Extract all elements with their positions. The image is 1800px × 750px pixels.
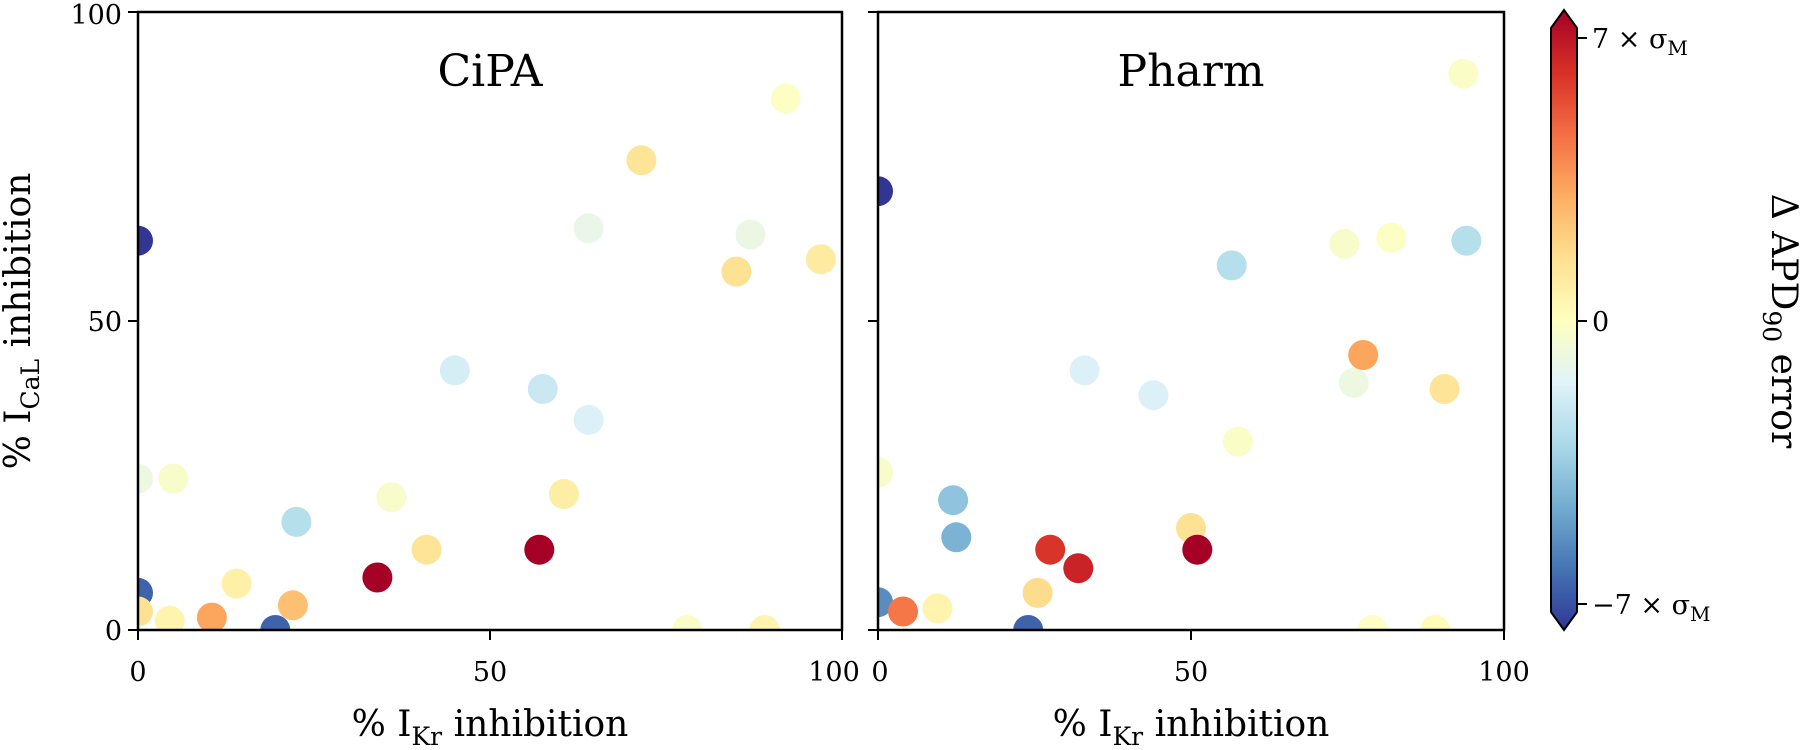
colorbar-tick-label-min: −7 × σM: [1592, 590, 1711, 626]
scatter-point: [1069, 355, 1100, 386]
scatter-point: [721, 256, 752, 287]
scatter-point: [439, 355, 470, 386]
scatter-point: [626, 145, 657, 176]
scatter-point: [1013, 615, 1044, 630]
scatter-point: [362, 562, 393, 593]
scatter-point: [1376, 222, 1407, 253]
scatter-point: [941, 522, 972, 553]
scatter-point: [735, 219, 766, 250]
scatter-points-cipa: [138, 83, 836, 630]
panel-pharm: Pharm 0 50 100 % IKr inhibition: [868, 10, 1530, 750]
scatter-point: [1182, 534, 1213, 565]
scatter-point: [221, 568, 252, 599]
scatter-point: [376, 482, 407, 513]
scatter-point: [411, 534, 442, 565]
xtick-label-100-cipa: 100: [808, 657, 860, 688]
colorbar-label: Δ APD90 error: [1757, 194, 1800, 449]
panel-title-cipa: CiPA: [437, 46, 543, 97]
scatter-point: [196, 602, 227, 630]
scatter-point: [1338, 367, 1369, 398]
scatter-point: [573, 213, 604, 244]
xtick-label-50-pharm: 50: [1174, 657, 1208, 688]
scatter-point: [1448, 58, 1479, 89]
scatter-point: [573, 404, 604, 435]
panel-title-pharm: Pharm: [1118, 46, 1265, 97]
x-axis-label-pharm: % IKr inhibition: [1053, 704, 1330, 750]
scatter-point: [878, 457, 893, 488]
scatter-point: [938, 485, 969, 516]
xtick-label-50-cipa: 50: [473, 657, 507, 688]
scatter-point: [878, 176, 893, 207]
scatter-point: [260, 615, 291, 630]
scatter-point: [138, 596, 153, 627]
scatter-point: [1022, 577, 1053, 608]
ytick-label-50: 50: [88, 307, 122, 338]
scatter-point: [527, 374, 558, 404]
xtick-label-100-pharm: 100: [1478, 657, 1530, 688]
scatter-point: [1223, 426, 1253, 457]
scatter-point: [1420, 615, 1451, 630]
ytick-label-100: 100: [70, 0, 122, 31]
plot-frame-cipa: [136, 10, 844, 632]
colorbar-gradient: [1550, 8, 1578, 632]
scatter-point: [888, 596, 918, 627]
scatter-point: [281, 506, 312, 537]
xtick-label-0-pharm: 0: [871, 657, 888, 688]
colorbar-tick-label-max: 7 × σM: [1592, 24, 1688, 60]
scatter-point: [154, 605, 185, 630]
scatter-point: [672, 615, 703, 630]
scatter-point: [805, 244, 836, 275]
scatter-point: [1348, 340, 1379, 370]
scatter-point: [277, 590, 308, 621]
scatter-point: [138, 225, 153, 256]
xtick-label-0-cipa: 0: [129, 657, 146, 688]
scatter-point: [158, 463, 189, 494]
scatter-point: [524, 534, 555, 565]
scatter-point: [1451, 225, 1482, 256]
scatter-point: [1035, 534, 1066, 565]
y-axis-label: % ICaL inhibition: [0, 173, 45, 470]
scatter-point: [1429, 374, 1460, 404]
colorbar-tick-label-zero: 0: [1592, 307, 1609, 338]
ytick-label-0: 0: [105, 616, 122, 647]
panel-cipa: CiPA 0 50 100 0 50 100 % IKr inhibition …: [0, 0, 860, 750]
scatter-point: [770, 83, 801, 114]
x-axis-label-cipa: % IKr inhibition: [352, 704, 629, 750]
scatter-point: [1357, 615, 1388, 630]
scatter-point: [1329, 228, 1360, 259]
scatter-point: [1063, 553, 1094, 584]
scatter-point: [138, 463, 153, 494]
scatter-points-pharm: [878, 58, 1482, 630]
scatter-point: [1138, 380, 1169, 411]
scatter-point: [1216, 250, 1247, 281]
colorbar: 7 × σM 0 −7 × σM Δ APD90 error: [1550, 8, 1800, 632]
scatter-point: [749, 615, 780, 630]
scatter-point: [922, 593, 953, 624]
scatter-point: [548, 479, 579, 509]
